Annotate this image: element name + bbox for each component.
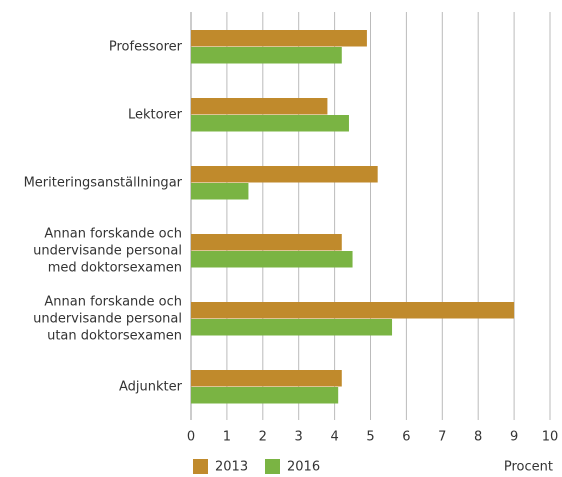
bar bbox=[191, 319, 393, 336]
bar bbox=[191, 251, 353, 268]
bar bbox=[191, 166, 378, 183]
y-tick-label: Meriteringsanställningar bbox=[23, 175, 182, 191]
legend-swatch bbox=[265, 459, 280, 474]
bar bbox=[191, 370, 342, 387]
y-tick-label: Professorer bbox=[108, 39, 182, 55]
bar bbox=[191, 183, 249, 200]
bar bbox=[191, 98, 328, 115]
x-tick-label: 4 bbox=[330, 430, 338, 445]
x-tick-label: 0 bbox=[187, 430, 195, 445]
x-axis-label: Procent bbox=[504, 460, 553, 475]
bar bbox=[191, 47, 342, 64]
y-tick-label: Adjunkter bbox=[119, 379, 182, 395]
y-tick-label: Annan forskande och undervisande persona… bbox=[33, 294, 182, 344]
bar bbox=[191, 115, 349, 132]
bar bbox=[191, 387, 339, 404]
x-tick-label: 8 bbox=[474, 430, 482, 445]
bar bbox=[191, 234, 342, 251]
x-tick-label: 9 bbox=[510, 430, 518, 445]
legend-label: 2013 bbox=[215, 460, 248, 475]
x-tick-label: 3 bbox=[295, 430, 303, 445]
legend-label: 2016 bbox=[287, 460, 320, 475]
x-tick-label: 7 bbox=[438, 430, 446, 445]
y-tick-label: Lektorer bbox=[128, 107, 182, 123]
bar bbox=[191, 30, 367, 47]
legend-swatch bbox=[193, 459, 208, 474]
x-tick-label: 2 bbox=[259, 430, 267, 445]
x-tick-label: 6 bbox=[402, 430, 410, 445]
x-tick-label: 10 bbox=[542, 430, 559, 445]
bar bbox=[191, 302, 515, 319]
x-tick-label: 5 bbox=[366, 430, 374, 445]
y-tick-label: Annan forskande och undervisande persona… bbox=[33, 226, 182, 276]
x-tick-label: 1 bbox=[223, 430, 231, 445]
